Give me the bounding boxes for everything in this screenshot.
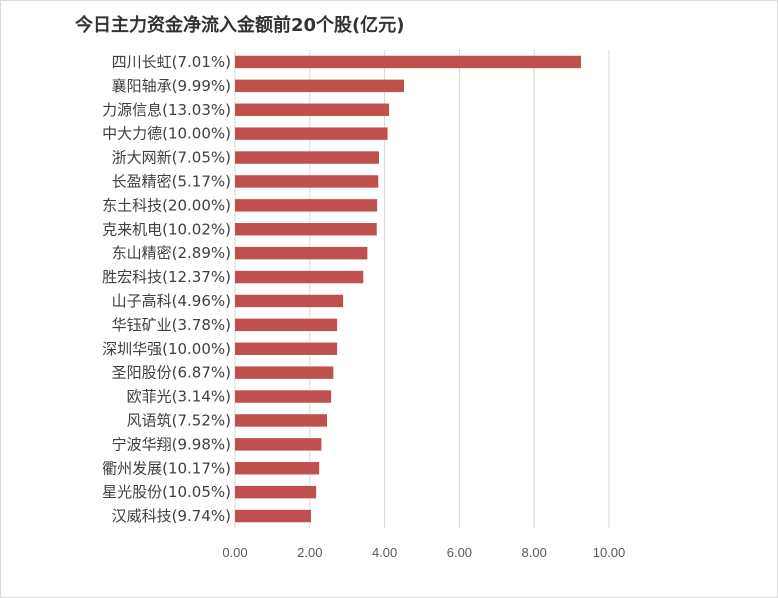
bar	[235, 55, 581, 69]
x-tick-label: 0.00	[222, 545, 247, 560]
bar	[235, 175, 379, 188]
category-label: 襄阳轴承(9.99%)	[112, 77, 231, 95]
category-label: 欧菲光(3.14%)	[127, 388, 231, 406]
category-label: 圣阳股份(6.87%)	[112, 364, 231, 382]
category-labels: 四川长虹(7.01%) 襄阳轴承(9.99%) 力源信息(13.03%) 中大力德(1…	[102, 53, 231, 525]
category-label: 胜宏科技(12.37%)	[102, 268, 231, 286]
category-label: 中大力德(10.00%)	[102, 125, 231, 143]
x-tick-label: 8.00	[522, 545, 547, 560]
bar	[235, 485, 317, 499]
x-tick-label: 6.00	[447, 545, 472, 560]
bar	[235, 462, 320, 475]
chart-title: 今日主力资金净流入金额前20个股(亿元)	[75, 15, 405, 36]
category-label: 四川长虹(7.01%)	[112, 53, 231, 71]
category-label: 华钰矿业(3.78%)	[112, 316, 231, 334]
category-label: 深圳华强(10.00%)	[102, 340, 231, 358]
category-label: 风语筑(7.52%)	[127, 411, 231, 429]
category-label: 力源信息(13.03%)	[102, 101, 231, 119]
bar	[235, 127, 388, 140]
bar	[235, 246, 368, 260]
x-tick-label: 4.00	[372, 545, 397, 560]
category-label: 克来机电(10.02%)	[102, 220, 231, 238]
bar	[235, 199, 378, 212]
category-label: 宁波华翔(9.98%)	[112, 435, 231, 453]
x-tick-label: 10.00	[593, 545, 626, 560]
bar-layer	[235, 55, 581, 523]
bar	[235, 414, 328, 427]
category-label: 星光股份(10.05%)	[102, 483, 231, 501]
bar	[235, 342, 338, 355]
bar	[235, 294, 344, 308]
category-label: 长盈精密(5.17%)	[112, 172, 231, 190]
category-label: 浙大网新(7.05%)	[112, 149, 231, 167]
category-label: 东山精密(2.89%)	[112, 244, 231, 262]
bar	[235, 270, 364, 284]
x-tick-labels: 0.00 2.00 4.00 6.00 8.00 10.00	[222, 545, 625, 560]
category-label: 衢州发展(10.17%)	[102, 459, 231, 477]
grid-layer	[234, 50, 610, 528]
x-tick-label: 2.00	[297, 545, 322, 560]
bar	[235, 151, 379, 164]
bar	[235, 366, 334, 379]
bar	[235, 438, 322, 451]
bar	[235, 223, 377, 236]
bar	[235, 318, 338, 332]
category-label: 东土科技(20.00%)	[102, 196, 231, 214]
bar	[235, 509, 311, 523]
category-label: 山子高科(4.96%)	[112, 292, 231, 310]
bar	[235, 390, 332, 403]
category-label: 汉威科技(9.74%)	[112, 507, 231, 525]
bar	[235, 79, 405, 93]
bar	[235, 103, 390, 116]
